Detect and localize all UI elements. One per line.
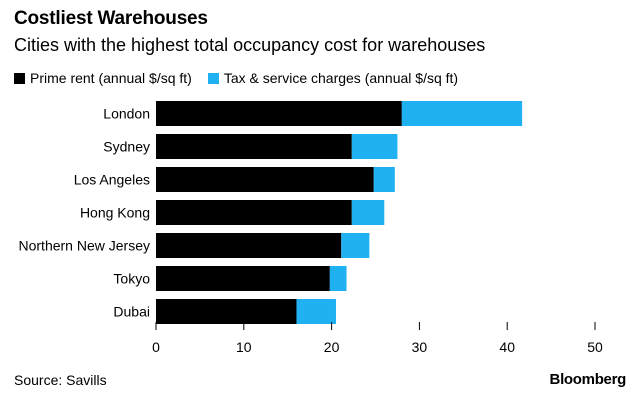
bar-london-prime-rent (156, 101, 402, 126)
category-label-dubai: Dubai (113, 304, 150, 320)
brand-logo: Bloomberg (549, 371, 627, 388)
bar-tokyo-prime-rent (156, 266, 330, 291)
bar-dubai-prime-rent (156, 299, 297, 324)
chart-subtitle: Cities with the highest total occupancy … (14, 35, 486, 55)
bar-northern-new-jersey-tax-service (341, 233, 370, 258)
legend-label-tax-service: Tax & service charges (annual $/sq ft) (223, 70, 459, 86)
x-tick-label-0: 0 (152, 339, 160, 355)
x-tick-label-30: 30 (412, 339, 428, 355)
category-label-tokyo: Tokyo (113, 271, 150, 287)
legend-swatch-prime-rent (14, 72, 25, 84)
x-tick-label-10: 10 (236, 339, 252, 355)
x-tick-label-40: 40 (499, 339, 515, 355)
category-label-london: London (103, 106, 150, 122)
legend-item-prime-rent: Prime rent (annual $/sq ft) (14, 70, 192, 86)
bar-sydney-prime-rent (156, 134, 352, 159)
category-label-hong-kong: Hong Kong (80, 205, 150, 221)
bar-hong-kong-tax-service (351, 200, 385, 225)
bar-tokyo-tax-service (329, 266, 347, 291)
legend-label-prime-rent: Prime rent (annual $/sq ft) (30, 70, 192, 86)
category-label-los-angeles: Los Angeles (74, 172, 150, 188)
legend: Prime rent (annual $/sq ft) Tax & servic… (14, 70, 474, 86)
x-tick-label-20: 20 (324, 339, 340, 355)
bar-los-angeles-tax-service (373, 167, 395, 192)
bar-northern-new-jersey-prime-rent (156, 233, 342, 258)
bar-hong-kong-prime-rent (156, 200, 352, 225)
category-label-sydney: Sydney (103, 139, 150, 155)
bar-london-tax-service (401, 101, 523, 126)
source-note: Source: Savills (14, 372, 107, 388)
legend-swatch-tax-service (207, 72, 219, 84)
bar-dubai-tax-service (296, 299, 336, 324)
category-label-northern-new-jersey: Northern New Jersey (19, 238, 151, 254)
bar-los-angeles-prime-rent (156, 167, 374, 192)
legend-item-tax-service: Tax & service charges (annual $/sq ft) (207, 70, 459, 86)
chart-title: Costliest Warehouses (14, 8, 208, 29)
bar-sydney-tax-service (351, 134, 398, 159)
x-tick-label-50: 50 (587, 339, 603, 355)
